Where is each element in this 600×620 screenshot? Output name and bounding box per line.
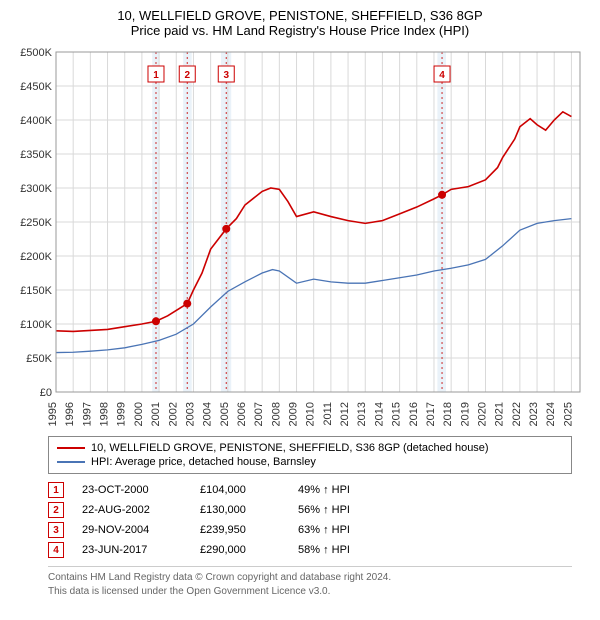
svg-text:£0: £0	[40, 387, 52, 399]
sale-pct: 56% ↑ HPI	[298, 504, 388, 516]
sale-marker: 1	[48, 482, 64, 498]
svg-text:2024: 2024	[545, 402, 557, 426]
svg-text:2019: 2019	[459, 402, 471, 426]
svg-text:2022: 2022	[511, 402, 523, 426]
sale-price: £130,000	[200, 504, 280, 516]
svg-text:£500K: £500K	[20, 47, 52, 59]
svg-text:2017: 2017	[425, 402, 437, 426]
svg-text:2012: 2012	[339, 402, 351, 426]
svg-text:£50K: £50K	[26, 353, 52, 365]
sale-row: 1 23-OCT-2000 £104,000 49% ↑ HPI	[48, 480, 572, 500]
sale-row: 3 29-NOV-2004 £239,950 63% ↑ HPI	[48, 520, 572, 540]
sale-date: 23-OCT-2000	[82, 484, 182, 496]
svg-text:£100K: £100K	[20, 319, 52, 331]
chart-subtitle: Price paid vs. HM Land Registry's House …	[10, 23, 590, 38]
svg-text:2006: 2006	[236, 402, 248, 426]
svg-text:2020: 2020	[477, 402, 489, 426]
svg-text:2018: 2018	[442, 402, 454, 426]
sale-row: 4 23-JUN-2017 £290,000 58% ↑ HPI	[48, 540, 572, 560]
svg-text:2000: 2000	[133, 402, 145, 426]
svg-text:2007: 2007	[253, 402, 265, 426]
svg-text:1998: 1998	[99, 402, 111, 426]
svg-text:£350K: £350K	[20, 149, 52, 161]
svg-text:2021: 2021	[494, 402, 506, 426]
svg-text:2008: 2008	[270, 402, 282, 426]
svg-text:£200K: £200K	[20, 251, 52, 263]
legend-swatch	[57, 461, 85, 463]
footnote-line: This data is licensed under the Open Gov…	[48, 585, 572, 599]
svg-text:2015: 2015	[391, 402, 403, 426]
legend: 10, WELLFIELD GROVE, PENISTONE, SHEFFIEL…	[48, 436, 572, 474]
svg-text:2004: 2004	[202, 402, 214, 426]
sale-row: 2 22-AUG-2002 £130,000 56% ↑ HPI	[48, 500, 572, 520]
sale-date: 23-JUN-2017	[82, 544, 182, 556]
svg-text:2010: 2010	[305, 402, 317, 426]
footnote: Contains HM Land Registry data © Crown c…	[48, 566, 572, 598]
svg-text:2: 2	[184, 70, 190, 81]
svg-text:£250K: £250K	[20, 217, 52, 229]
sale-price: £239,950	[200, 524, 280, 536]
sale-pct: 63% ↑ HPI	[298, 524, 388, 536]
legend-item: HPI: Average price, detached house, Barn…	[57, 455, 563, 469]
svg-text:3: 3	[223, 70, 229, 81]
svg-text:2023: 2023	[528, 402, 540, 426]
svg-text:1995: 1995	[47, 402, 59, 426]
svg-text:2025: 2025	[562, 402, 574, 426]
svg-text:4: 4	[439, 70, 445, 81]
sale-date: 22-AUG-2002	[82, 504, 182, 516]
svg-text:£450K: £450K	[20, 81, 52, 93]
legend-item: 10, WELLFIELD GROVE, PENISTONE, SHEFFIEL…	[57, 441, 563, 455]
svg-text:2014: 2014	[373, 402, 385, 426]
svg-text:2009: 2009	[288, 402, 300, 426]
chart-title: 10, WELLFIELD GROVE, PENISTONE, SHEFFIEL…	[10, 8, 590, 23]
svg-text:2003: 2003	[184, 402, 196, 426]
sales-table: 1 23-OCT-2000 £104,000 49% ↑ HPI 2 22-AUG-200…	[48, 480, 572, 560]
sale-date: 29-NOV-2004	[82, 524, 182, 536]
sale-marker: 2	[48, 502, 64, 518]
sale-pct: 49% ↑ HPI	[298, 484, 388, 496]
footnote-line: Contains HM Land Registry data © Crown c…	[48, 571, 572, 585]
legend-label: HPI: Average price, detached house, Barn…	[91, 456, 316, 468]
svg-text:1: 1	[153, 70, 159, 81]
sale-price: £104,000	[200, 484, 280, 496]
svg-text:2001: 2001	[150, 402, 162, 426]
sale-price: £290,000	[200, 544, 280, 556]
svg-text:£150K: £150K	[20, 285, 52, 297]
svg-text:1996: 1996	[64, 402, 76, 426]
price-chart: £0 £50K £100K £150K £200K £250K £300K £350K £400…	[10, 46, 590, 426]
sale-marker: 3	[48, 522, 64, 538]
svg-text:£300K: £300K	[20, 183, 52, 195]
sale-marker: 4	[48, 542, 64, 558]
svg-text:2013: 2013	[356, 402, 368, 426]
svg-text:£400K: £400K	[20, 115, 52, 127]
legend-label: 10, WELLFIELD GROVE, PENISTONE, SHEFFIEL…	[91, 442, 489, 454]
svg-text:2002: 2002	[167, 402, 179, 426]
sale-pct: 58% ↑ HPI	[298, 544, 388, 556]
legend-swatch	[57, 447, 85, 449]
svg-text:2016: 2016	[408, 402, 420, 426]
svg-text:2005: 2005	[219, 402, 231, 426]
svg-text:1999: 1999	[116, 402, 128, 426]
svg-text:1997: 1997	[81, 402, 93, 426]
svg-text:2011: 2011	[322, 402, 334, 426]
